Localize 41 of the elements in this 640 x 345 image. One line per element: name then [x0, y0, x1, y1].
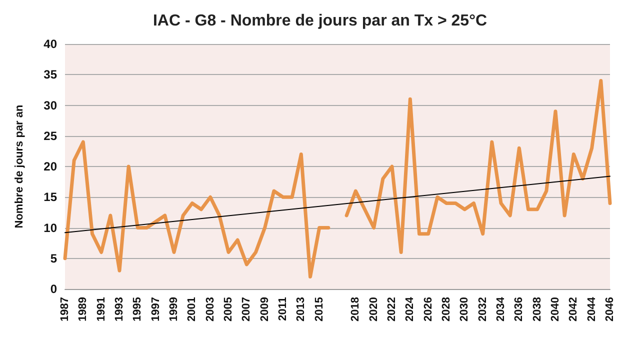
x-tick-label: 1995: [132, 297, 144, 322]
x-tick-label: 2042: [568, 297, 580, 322]
chart-title: IAC - G8 - Nombre de jours par an Tx > 25°C: [152, 12, 488, 30]
x-tick-label: 2038: [531, 297, 544, 322]
x-tick-label: 2009: [258, 297, 271, 322]
x-tick-label: 2030: [458, 297, 471, 322]
x-tick-label: 2026: [422, 297, 434, 322]
x-tick-label: 2007: [240, 297, 253, 322]
x-tick-label: 1987: [59, 297, 71, 322]
x-tick-label: 2028: [440, 297, 452, 322]
y-tick-label: 30: [44, 98, 58, 112]
y-axis-title: Nombre de jours par an: [14, 104, 26, 228]
x-tick-label: 2032: [476, 297, 489, 322]
x-tick-label: 2018: [350, 297, 362, 322]
y-tick-label: 10: [44, 220, 58, 235]
y-tick-label: 0: [50, 282, 58, 296]
x-tick-label: 2001: [186, 297, 198, 322]
x-tick-label: 2040: [550, 297, 562, 322]
x-tick-label: 2044: [586, 296, 598, 322]
x-tick-label: 1997: [150, 297, 162, 322]
x-tick-label: 2005: [222, 297, 234, 322]
x-tick-label: 2013: [295, 297, 308, 322]
y-tick-label: 25: [44, 128, 58, 143]
y-tick-label: 20: [44, 160, 58, 174]
y-tick-label: 5: [50, 251, 58, 266]
x-tick-label: 1989: [77, 297, 90, 322]
x-tick-label: 1993: [114, 297, 126, 322]
x-tick-label: 2034: [495, 296, 507, 322]
x-tick-label: 1999: [168, 297, 180, 322]
x-tick-label: 2022: [386, 297, 398, 322]
y-tick-label: 40: [44, 37, 58, 51]
y-tick-label: 35: [44, 68, 58, 82]
x-tick-label: 2020: [368, 297, 380, 322]
x-tick-label: 2036: [513, 297, 526, 322]
x-tick-label: 2003: [204, 297, 216, 322]
y-tick-label: 15: [44, 190, 58, 204]
x-tick-label: 2015: [313, 297, 326, 322]
x-tick-label: 1991: [95, 297, 108, 322]
x-tick-label: 2011: [277, 297, 289, 321]
x-tick-label: 2024: [404, 296, 416, 322]
x-tick-label: 2046: [604, 297, 616, 322]
